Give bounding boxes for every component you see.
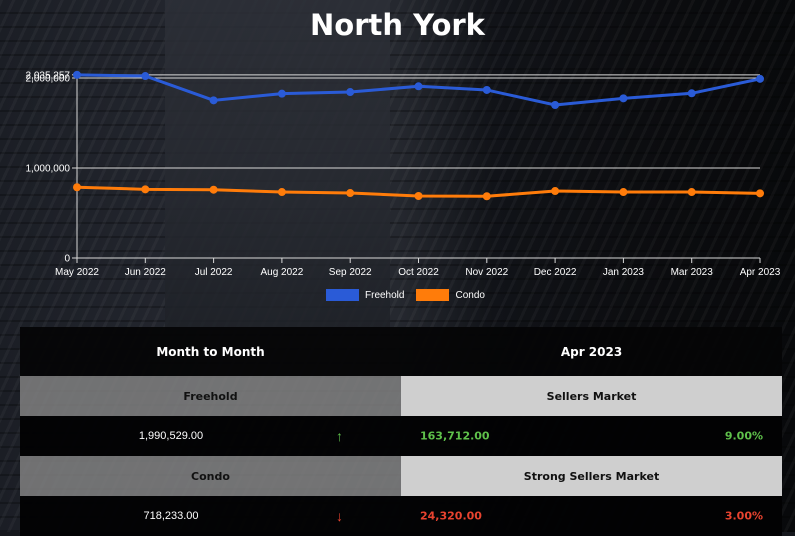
freehold-price: 1,990,529.00 (138, 430, 204, 442)
svg-text:Jun 2022: Jun 2022 (125, 267, 167, 278)
svg-text:May 2022: May 2022 (55, 267, 99, 278)
header-period: Apr 2023 (560, 344, 623, 359)
condo-label: Condo (20, 456, 401, 496)
chart-legend: Freehold Condo (326, 289, 491, 301)
condo-percent: 3.00% (724, 509, 763, 523)
svg-text:Apr 2023: Apr 2023 (740, 267, 781, 278)
condo-change: 24,320.00 (420, 509, 482, 523)
freehold-type-row: Freehold Sellers Market (20, 376, 782, 416)
svg-text:Nov 2022: Nov 2022 (465, 267, 508, 278)
arrow-up-icon: ↑ (336, 428, 343, 444)
svg-text:0: 0 (64, 254, 70, 265)
freehold-percent: 9.00% (724, 429, 763, 443)
freehold-label: Freehold (20, 376, 401, 416)
header-month-to-month: Month to Month (156, 344, 265, 359)
legend-swatch-condo[interactable] (416, 289, 450, 301)
page-title: North York (310, 8, 485, 42)
freehold-values-row: 1,990,529.00 ↑ 163,712.00 9.00% (20, 416, 782, 456)
legend-swatch-freehold[interactable] (326, 289, 359, 301)
svg-text:Oct 2022: Oct 2022 (398, 267, 439, 278)
table-header: Month to Month Apr 2023 (20, 327, 782, 376)
condo-values-row: 718,233.00 ↓ 24,320.00 3.00% (20, 496, 782, 536)
svg-text:Mar 2023: Mar 2023 (671, 267, 714, 278)
freehold-market-status: Sellers Market (401, 376, 782, 416)
svg-text:Aug 2022: Aug 2022 (260, 267, 303, 278)
svg-text:Dec 2022: Dec 2022 (534, 267, 577, 278)
background-building (165, 0, 390, 330)
market-summary-table: Month to Month Apr 2023 Freehold Sellers… (20, 327, 782, 536)
arrow-down-icon: ↓ (336, 508, 343, 524)
svg-text:Jan 2023: Jan 2023 (603, 267, 645, 278)
condo-market-status: Strong Sellers Market (401, 456, 782, 496)
svg-text:1,000,000: 1,000,000 (26, 164, 71, 175)
legend-label-freehold[interactable]: Freehold (365, 289, 405, 301)
freehold-change: 163,712.00 (420, 429, 490, 443)
svg-text:2,000,000: 2,000,000 (26, 74, 71, 85)
legend-label-condo[interactable]: Condo (455, 289, 485, 301)
svg-text:Jul 2022: Jul 2022 (195, 267, 233, 278)
condo-price: 718,233.00 (143, 510, 199, 522)
svg-text:Sep 2022: Sep 2022 (329, 267, 372, 278)
condo-type-row: Condo Strong Sellers Market (20, 456, 782, 496)
svg-text:2,035,257: 2,035,257 (26, 70, 71, 81)
